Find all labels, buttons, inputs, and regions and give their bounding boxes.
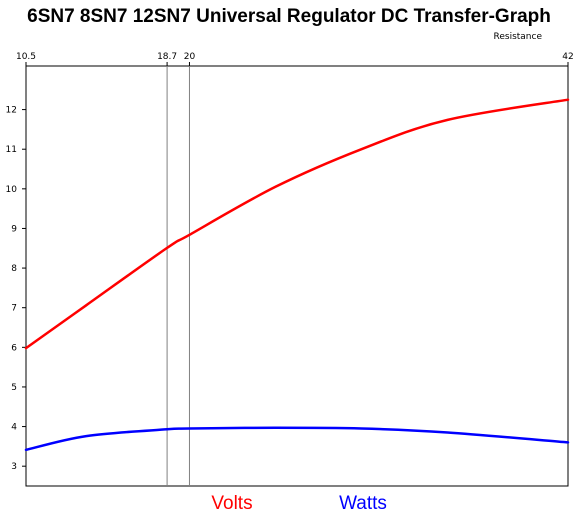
- y-tick-label-0: 3: [11, 462, 17, 472]
- legend-entry-watts: Watts: [339, 493, 387, 514]
- axis-ticks: 10.5 18.7 20 42 3 4 5 6 7 8 9 10 11 12: [6, 52, 574, 472]
- y-tick-label-6: 9: [11, 224, 17, 234]
- series-line-volts: [24, 98, 570, 350]
- vertical-markers: [166, 66, 190, 486]
- y-tick-label-1: 4: [11, 423, 17, 433]
- y-tick-label-4: 7: [11, 304, 17, 314]
- x-axis-label: Resistance: [494, 32, 543, 42]
- x-tick-label-2: 20: [184, 52, 196, 62]
- y-tick-label-7: 10: [6, 185, 18, 195]
- y-tick-label-5: 8: [11, 264, 17, 274]
- y-tick-label-9: 12: [6, 106, 17, 116]
- x-tick-label-0: 10.5: [16, 52, 36, 62]
- x-tick-label-3: 42: [562, 52, 573, 62]
- chart-title: 6SN7 8SN7 12SN7 Universal Regulator DC T…: [27, 6, 551, 27]
- legend-entry-volts: Volts: [211, 493, 252, 514]
- plot-area: [25, 65, 569, 487]
- x-tick-label-1: 18.7: [157, 52, 177, 62]
- y-tick-label-8: 11: [6, 145, 17, 155]
- y-tick-label-2: 5: [11, 383, 17, 393]
- series-lines: [24, 98, 570, 452]
- series-line-watts: [24, 426, 570, 452]
- legend: Volts Watts: [211, 493, 387, 514]
- y-tick-label-3: 6: [11, 343, 17, 353]
